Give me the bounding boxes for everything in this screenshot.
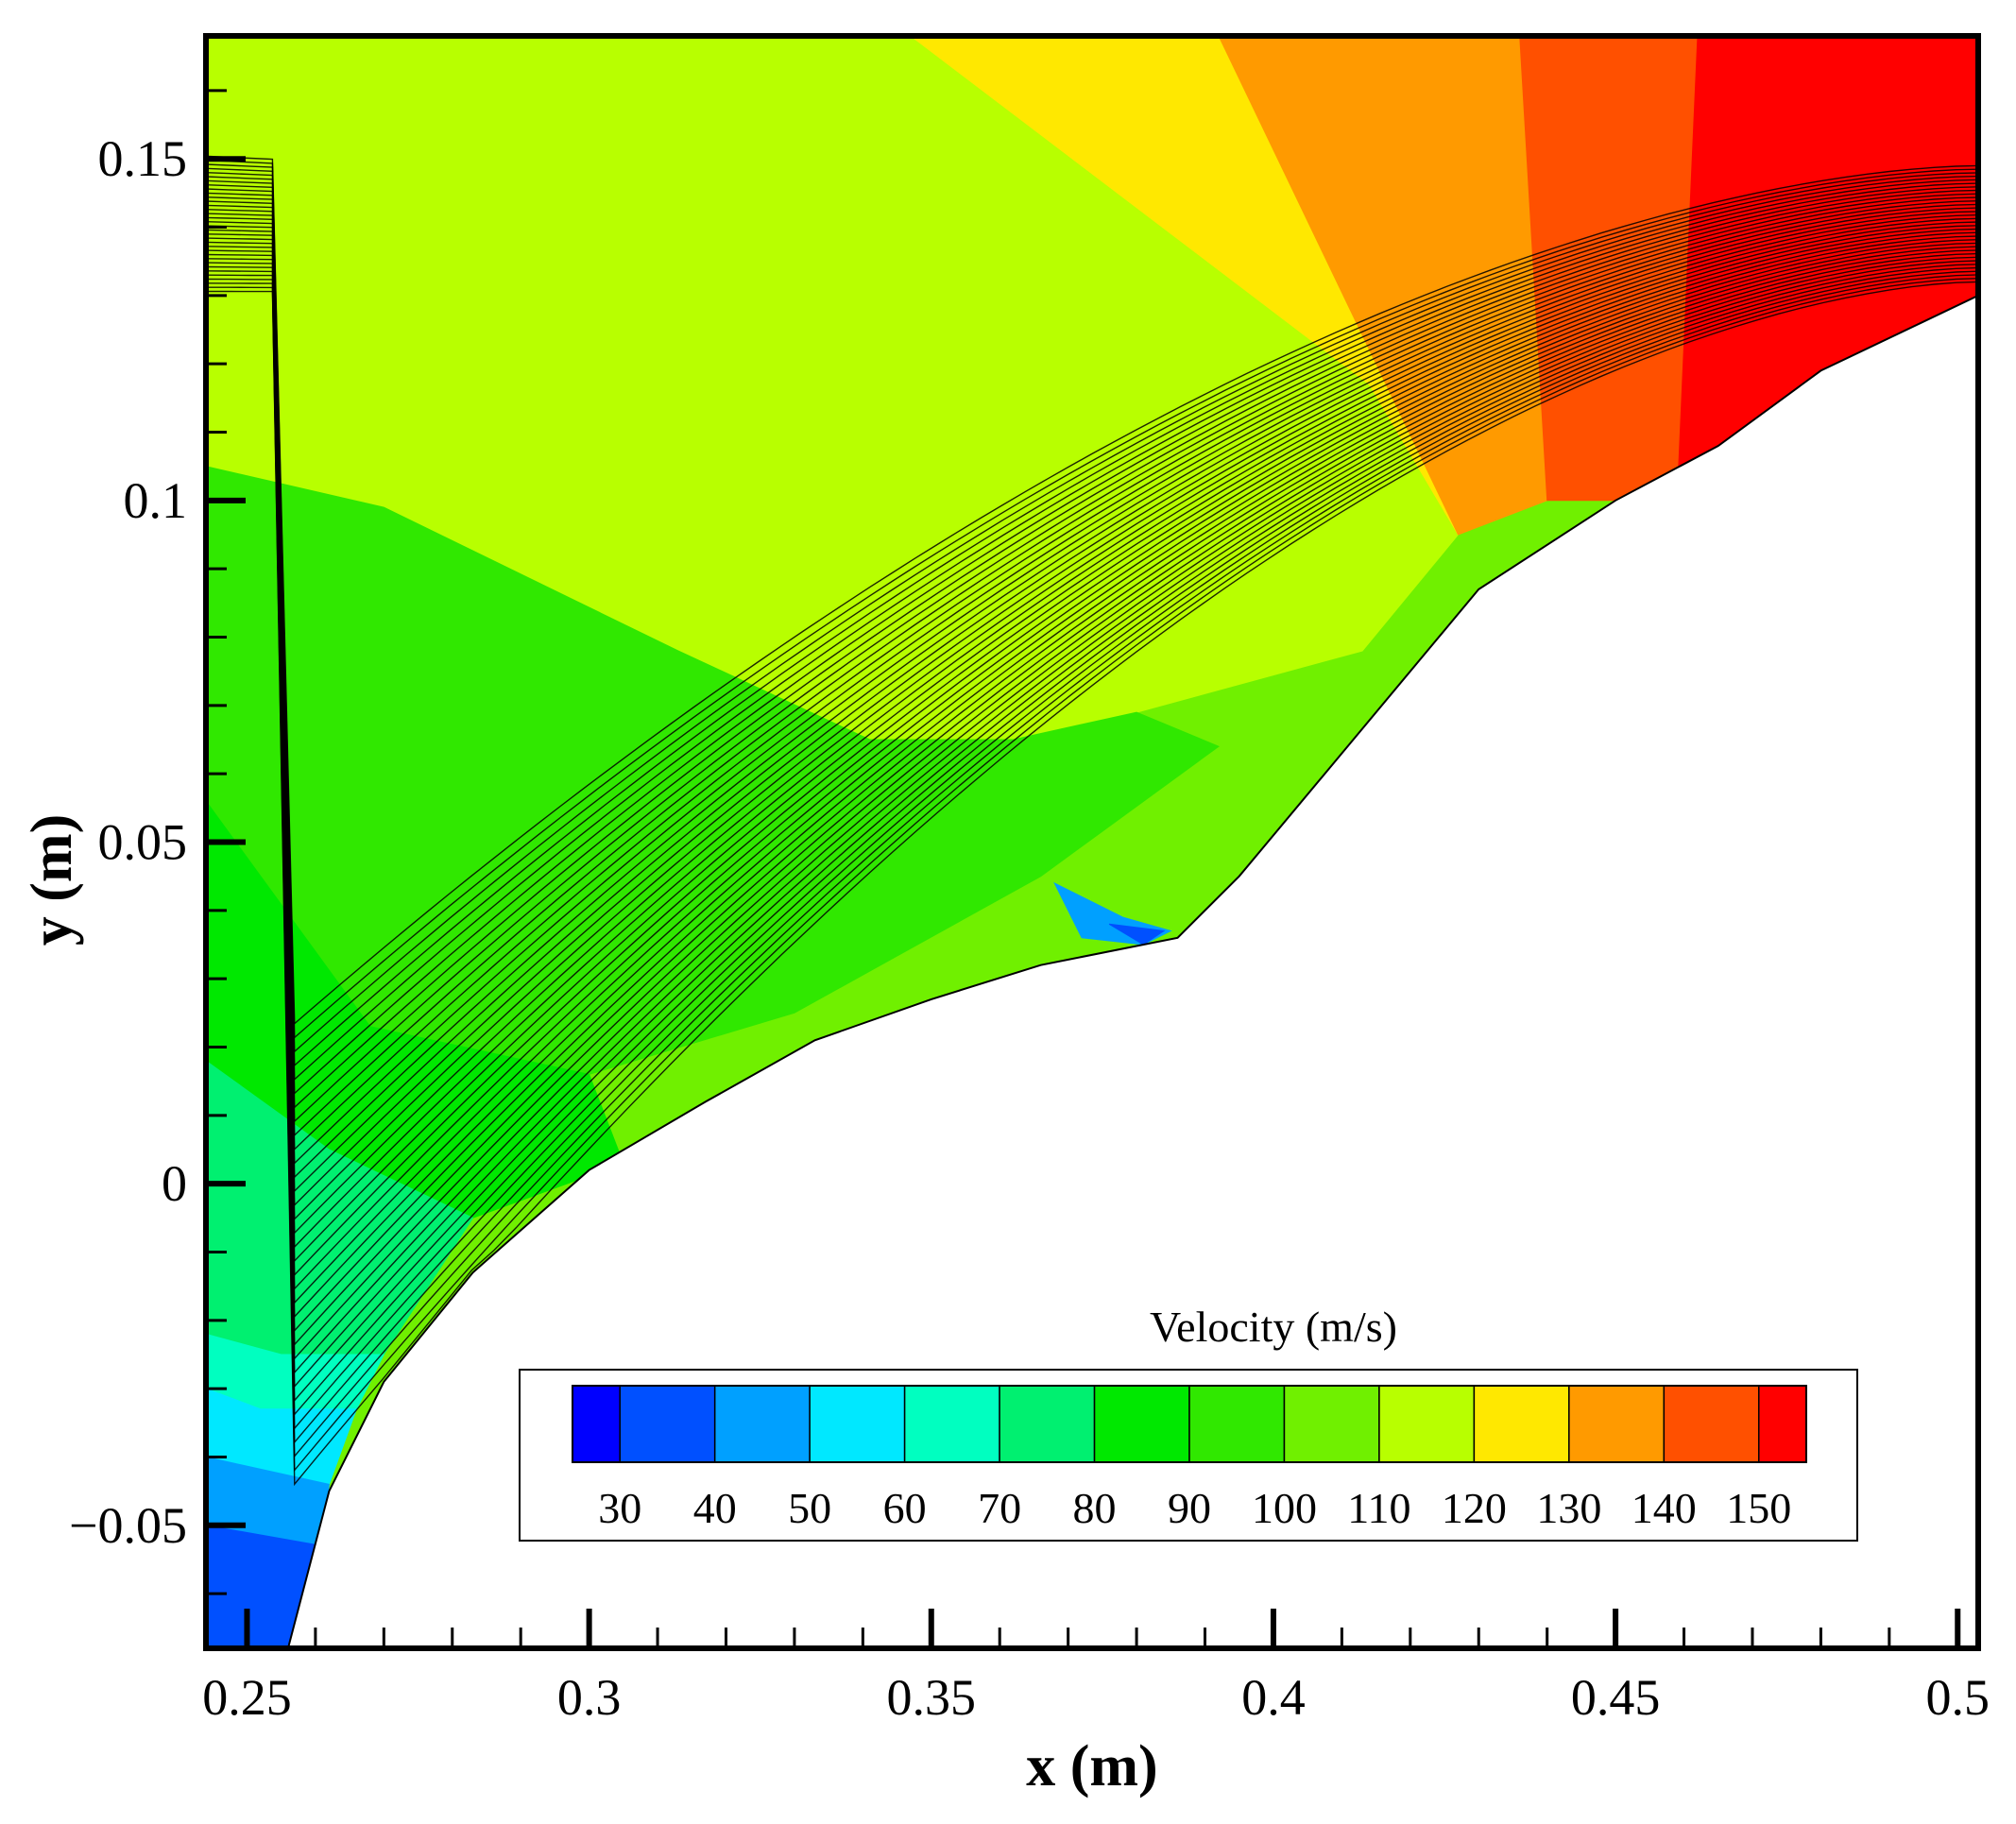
streamline [206,225,1978,1263]
streamline [206,264,1978,1417]
streamline [206,270,1978,1444]
colorbar-swatch [1568,1385,1666,1463]
colorbar-swatch [619,1385,716,1463]
y-tick-label: −0.05 [69,1497,187,1554]
x-tick-label: 0.25 [202,1669,292,1726]
colorbar-tick-label: 50 [788,1484,831,1532]
colorbar-tick-label: 60 [883,1484,927,1532]
streamline [206,246,1978,1347]
x-axis-title: x (m) [1026,1734,1157,1798]
streamline [206,196,1978,1166]
streamline [206,200,1978,1179]
streamline [206,256,1978,1389]
streamline [206,252,1978,1374]
colorbar-tick-label: 140 [1632,1484,1697,1532]
streamline [206,281,1978,1487]
streamline [206,228,1978,1277]
streamline [206,204,1978,1193]
colorbar-swatch [1093,1385,1190,1463]
body-surface [286,294,1978,1648]
colorbar-tick-label: 110 [1347,1484,1410,1532]
streamline [206,167,1978,1067]
colorbar-swatch [809,1385,906,1463]
x-tick-label: 0.4 [1241,1669,1306,1726]
contour-region [206,1388,358,1485]
streamline [206,278,1978,1473]
colorbar-tick-label: 120 [1442,1484,1507,1532]
streamline [206,239,1978,1319]
streamline [206,260,1978,1403]
colorbar-tick-label: 30 [598,1484,641,1532]
colorbar-tick-label: 100 [1252,1484,1317,1532]
colorbar-swatch [1758,1385,1807,1463]
colorbar-swatch [1663,1385,1760,1463]
x-tick-label: 0.5 [1926,1669,1990,1726]
colorbar-swatch [1378,1385,1476,1463]
colorbar-tick-label: 130 [1536,1484,1601,1532]
colorbar-tick-label: 80 [1073,1484,1117,1532]
plot-area [206,36,1978,1648]
x-tick-label: 0.35 [887,1669,977,1726]
streamline [206,163,1978,1053]
y-tick-label: 0 [162,1155,187,1212]
colorbar-legend: 30 40 50 60 70 80 90 100 110 120 130 140 150 Velocity… [519,1303,1858,1542]
streamlines [206,155,1978,1487]
streamline [206,213,1978,1221]
colorbar-tick-label: 70 [978,1484,1021,1532]
streamline [206,221,1978,1249]
y-axis-title: y (m) [20,814,84,946]
contour-region [206,1525,323,1648]
streamline [206,184,1978,1123]
colorbar-outline [572,1385,1807,1463]
colorbar-swatch [999,1385,1096,1463]
streamline [206,176,1978,1096]
colorbar-swatch [1473,1385,1570,1463]
streamline [206,235,1978,1304]
streamline [206,188,1978,1137]
y-tick-label: 0.15 [98,130,188,187]
streamline [206,274,1978,1458]
colorbar-title: Velocity (m/s) [1150,1303,1397,1351]
y-tick-label: 0.1 [124,472,188,529]
x-tick-label: 0.45 [1571,1669,1661,1726]
streamline [206,179,1978,1109]
streamline [206,231,1978,1291]
x-tick-label: 0.3 [557,1669,622,1726]
colorbar-tick-label: 150 [1726,1484,1791,1532]
y-tick-label: 0.05 [98,814,188,871]
streamline [206,209,1978,1207]
colorbar-swatch [1188,1385,1286,1463]
streamline [206,216,1978,1235]
streamline [206,192,1978,1151]
streamline [206,242,1978,1333]
contour-region [1108,923,1166,946]
colorbar-swatch [903,1385,1000,1463]
colorbar-swatch [1283,1385,1380,1463]
colorbar-swatch [572,1385,621,1463]
streamline [206,266,1978,1430]
colorbar-tick-label: 90 [1168,1484,1211,1532]
streamline [206,159,1978,1039]
streamline [206,249,1978,1360]
colorbar-swatch [713,1385,811,1463]
axes: 0.25 0.3 0.35 0.4 0.45 0.5 −0.05 0 0.05 0.1 0.15 [69,89,1990,1726]
streamline [206,172,1978,1082]
body-region [286,294,1978,1648]
colorbar-tick-label: 40 [693,1484,737,1532]
streamline [206,155,1978,1026]
